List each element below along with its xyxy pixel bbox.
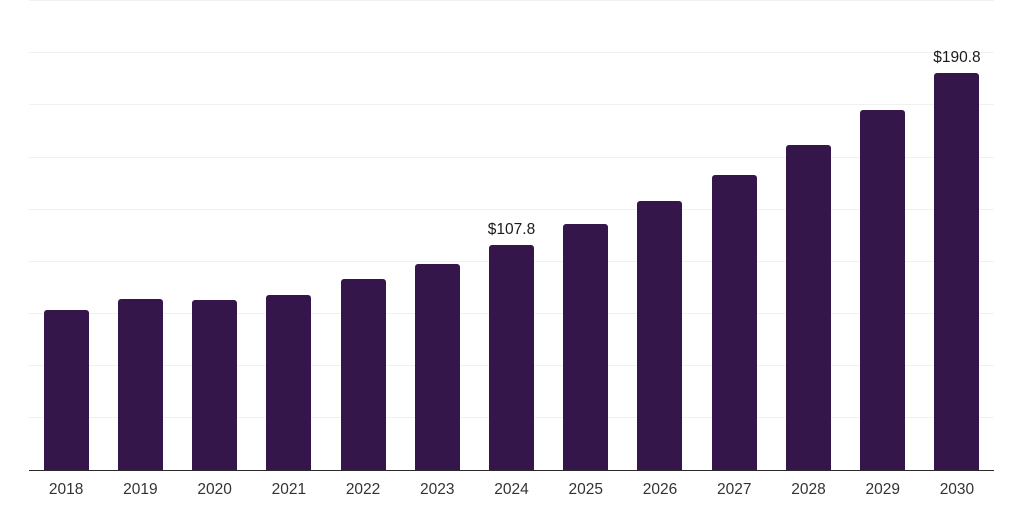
x-axis-label-2029: 2029: [865, 481, 900, 498]
bar-group-2026: [623, 0, 697, 470]
bar-2029: [860, 110, 906, 470]
x-axis-label-2026: 2026: [642, 481, 678, 498]
bar-2019: [117, 298, 163, 470]
bar-2021: [266, 294, 312, 470]
bars-container: $107.8 $190.8: [29, 0, 994, 470]
x-axis-label-2020: 2020: [197, 481, 232, 498]
gridline-175: [29, 104, 994, 106]
x-axis-label-2028: 2028: [791, 481, 826, 498]
bar-2025: [563, 224, 609, 470]
bar-group-2021: [252, 0, 326, 470]
plot-area: $107.8 $190.8: [29, 0, 994, 471]
x-axis-label-2022: 2022: [345, 481, 381, 498]
x-axis-label-2030: 2030: [939, 481, 975, 498]
x-axis-label-2027: 2027: [716, 481, 752, 498]
x-axis-labels: 2018 2019 2020 2021 2022 2023 2024 2025 2026 2027…: [29, 481, 994, 499]
gridline-225: [29, 0, 994, 2]
bar-group-2018: [29, 0, 103, 470]
x-axis-label-2025: 2025: [568, 481, 603, 498]
bar-2030: $190.8: [933, 49, 981, 470]
bar-group-2030: $190.8: [920, 0, 994, 470]
bar-group-2019: [103, 0, 177, 470]
bar-group-2024: $107.8: [474, 0, 548, 470]
gridline-125: [29, 208, 994, 210]
x-axis-label-2024: 2024: [494, 481, 529, 498]
bar-2024: $107.8: [488, 221, 535, 470]
bar-2018: [43, 310, 89, 470]
x-axis-label-2019: 2019: [123, 481, 158, 498]
bar-group-2020: [177, 0, 251, 470]
x-axis-label-2018: 2018: [48, 481, 84, 498]
bar-2027: [711, 174, 757, 470]
bar-2026: [637, 200, 683, 470]
gridline-150: [29, 156, 994, 158]
bar-group-2029: [846, 0, 920, 470]
bar-2028: [785, 145, 831, 470]
bar-2023: [414, 263, 460, 470]
bar-group-2023: [400, 0, 474, 470]
bar-group-2022: [326, 0, 400, 470]
bar-group-2027: [697, 0, 771, 470]
x-axis-label-2021: 2021: [271, 481, 307, 498]
bar-value-label-2030: $190.8: [933, 48, 981, 66]
bar-group-2025: [549, 0, 623, 470]
x-axis-label-2023: 2023: [420, 481, 455, 498]
gridline-200: [29, 52, 994, 54]
bar-group-2028: [771, 0, 845, 470]
bar-2022: [340, 279, 386, 470]
bar-value-label-2024: $107.8: [487, 221, 536, 239]
bar-2020: [192, 300, 238, 470]
